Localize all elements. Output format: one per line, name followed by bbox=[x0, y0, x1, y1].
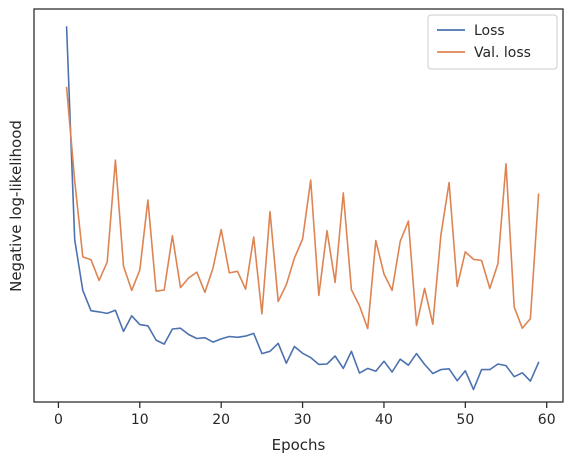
legend-label: Loss bbox=[474, 23, 505, 39]
series-line-2 bbox=[65, 86, 540, 330]
legend: Loss Val. loss bbox=[427, 14, 558, 70]
series-lines bbox=[65, 26, 540, 391]
x-tick-label: 0 bbox=[54, 412, 63, 428]
x-tick-label: 50 bbox=[456, 412, 474, 428]
x-tick-label: 10 bbox=[131, 412, 149, 428]
legend-label: Val. loss bbox=[474, 45, 531, 61]
plot-frame bbox=[33, 8, 564, 403]
legend-box bbox=[427, 14, 558, 70]
y-axis-label: Negative log-likelihood bbox=[7, 120, 25, 292]
x-axis-label: Epochs bbox=[272, 436, 326, 454]
series-line-1 bbox=[65, 26, 540, 391]
x-tick-label: 40 bbox=[375, 412, 393, 428]
x-tick-label: 60 bbox=[538, 412, 556, 428]
x-axis: 0 10 20 30 40 50 60 bbox=[54, 402, 556, 428]
x-tick-label: 20 bbox=[212, 412, 230, 428]
x-tick-label: 30 bbox=[294, 412, 312, 428]
